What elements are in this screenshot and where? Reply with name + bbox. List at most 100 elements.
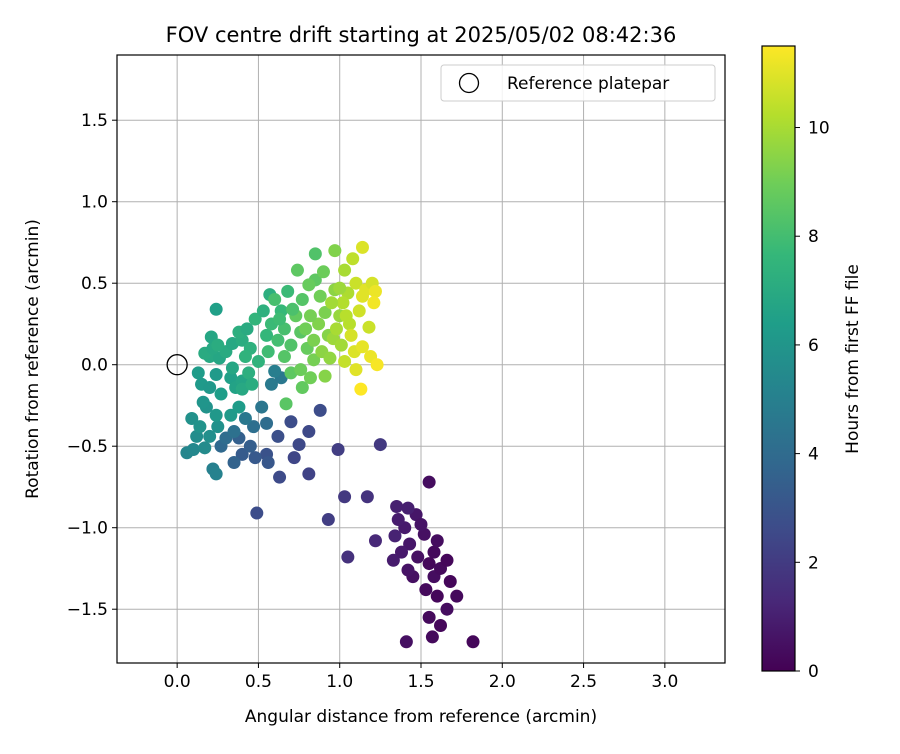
data-point bbox=[355, 289, 369, 303]
data-point bbox=[344, 328, 358, 342]
data-point bbox=[313, 289, 327, 303]
data-point bbox=[443, 574, 457, 588]
x-tick-label: 2.5 bbox=[570, 672, 597, 692]
data-point bbox=[235, 382, 249, 396]
data-point bbox=[295, 381, 309, 395]
data-point bbox=[260, 328, 274, 342]
data-point bbox=[328, 244, 342, 258]
data-point bbox=[203, 381, 217, 395]
data-point bbox=[329, 322, 343, 336]
data-point bbox=[312, 317, 326, 331]
x-axis-label: Angular distance from reference (arcmin) bbox=[245, 707, 597, 727]
data-point bbox=[323, 351, 337, 365]
data-point bbox=[336, 296, 350, 310]
data-point bbox=[450, 589, 464, 603]
y-axis-ticks: −1.5 −1.0 −0.5 0.0 0.5 1.0 1.5 bbox=[67, 111, 117, 620]
data-point bbox=[238, 350, 252, 364]
data-point bbox=[260, 416, 274, 430]
data-point bbox=[209, 467, 223, 481]
data-point bbox=[419, 583, 433, 597]
colorbar: 0 2 4 6 8 10 Hours from first FF file bbox=[761, 45, 863, 682]
data-point bbox=[256, 304, 270, 318]
data-point bbox=[401, 501, 415, 515]
data-point bbox=[368, 534, 382, 548]
data-point bbox=[422, 557, 436, 571]
data-point bbox=[362, 320, 376, 334]
data-point bbox=[303, 309, 317, 323]
data-point bbox=[284, 366, 298, 380]
data-point bbox=[290, 263, 304, 277]
data-point bbox=[224, 408, 238, 422]
chart-title: FOV centre drift starting at 2025/05/02 … bbox=[166, 23, 677, 47]
data-point bbox=[248, 451, 262, 465]
data-point bbox=[271, 333, 285, 347]
data-point bbox=[255, 400, 269, 414]
data-point bbox=[271, 429, 285, 443]
data-point bbox=[414, 517, 428, 531]
data-point bbox=[360, 490, 374, 504]
y-tick-label: 0.0 bbox=[81, 356, 108, 376]
data-point bbox=[303, 371, 317, 385]
data-point bbox=[193, 420, 207, 434]
data-point bbox=[277, 322, 291, 336]
data-point bbox=[247, 420, 261, 434]
data-point bbox=[264, 377, 278, 391]
data-point bbox=[227, 456, 241, 470]
data-point bbox=[373, 438, 387, 452]
data-point bbox=[401, 563, 415, 577]
data-point bbox=[214, 387, 228, 401]
data-point bbox=[339, 309, 353, 323]
data-point bbox=[211, 420, 225, 434]
data-point bbox=[251, 354, 265, 368]
data-point bbox=[191, 366, 205, 380]
legend: Reference platepar bbox=[440, 64, 716, 102]
data-point bbox=[185, 411, 199, 425]
data-point bbox=[209, 302, 223, 316]
data-point bbox=[232, 400, 246, 414]
colorbar-label: Hours from first FF file bbox=[843, 264, 863, 454]
data-point bbox=[321, 513, 335, 527]
data-point bbox=[430, 534, 444, 548]
data-point bbox=[466, 635, 480, 649]
data-point bbox=[268, 293, 282, 307]
x-tick-label: 1.5 bbox=[407, 672, 434, 692]
data-point bbox=[386, 553, 400, 567]
data-point bbox=[352, 304, 366, 318]
data-point bbox=[299, 322, 313, 336]
data-point bbox=[391, 513, 405, 527]
colorbar-tick-label: 10 bbox=[808, 119, 830, 139]
colorbar-tick-label: 0 bbox=[808, 662, 819, 682]
data-point bbox=[209, 408, 223, 422]
data-point bbox=[248, 312, 262, 326]
data-point bbox=[225, 337, 239, 351]
data-point bbox=[261, 456, 275, 470]
colorbar-tick-label: 8 bbox=[808, 227, 819, 247]
data-point bbox=[368, 284, 382, 298]
legend-marker-icon bbox=[458, 72, 480, 94]
data-point bbox=[333, 281, 347, 295]
data-point bbox=[346, 252, 360, 266]
data-point bbox=[279, 397, 293, 411]
data-point bbox=[273, 312, 287, 326]
data-point bbox=[209, 367, 223, 381]
data-point bbox=[411, 550, 425, 564]
data-point bbox=[292, 438, 306, 452]
data-point bbox=[245, 377, 259, 391]
data-point bbox=[243, 439, 257, 453]
colorbar-tick-label: 4 bbox=[808, 445, 819, 465]
data-point bbox=[196, 395, 210, 409]
x-tick-label: 2.0 bbox=[489, 672, 516, 692]
data-point bbox=[294, 363, 308, 377]
data-point bbox=[302, 425, 316, 439]
colorbar-fill bbox=[761, 45, 796, 672]
data-point bbox=[430, 589, 444, 603]
data-point bbox=[203, 429, 217, 443]
data-point bbox=[198, 441, 212, 455]
x-tick-label: 3.0 bbox=[651, 672, 678, 692]
data-point bbox=[273, 470, 287, 484]
y-axis-label: Rotation from reference (arcmin) bbox=[23, 219, 43, 499]
data-point bbox=[417, 527, 431, 541]
y-tick-label: 1.0 bbox=[81, 193, 108, 213]
